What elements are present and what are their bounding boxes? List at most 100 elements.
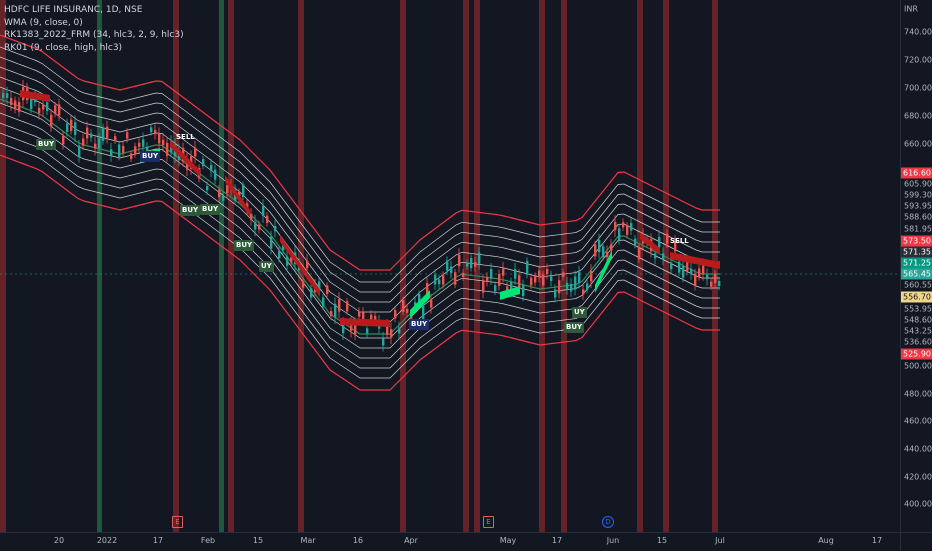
candle-body (194, 147, 197, 157)
candle-body (438, 279, 441, 285)
green-highlight-bar (97, 0, 102, 532)
candle-body (74, 122, 77, 135)
earnings-marker[interactable]: E (483, 516, 494, 528)
candle-body (530, 277, 533, 286)
candle-body (146, 146, 149, 154)
time-tick-label: Apr (404, 536, 418, 545)
candle-body (134, 146, 137, 155)
candle-body (70, 119, 73, 132)
buy-signal: BUY (234, 240, 255, 251)
candle-body (370, 314, 373, 321)
price-tick-label: 740.00 (904, 27, 932, 37)
candle-body (466, 262, 469, 267)
candle-body (382, 337, 385, 346)
buy-signal: UY (572, 307, 587, 318)
candle-body (274, 225, 277, 232)
time-tick-label: May (499, 536, 517, 545)
candle-body (130, 153, 133, 160)
candle-body (690, 268, 693, 274)
rk1383-legend[interactable]: RK1383_2022_FRM (34, hlc3, 2, 9, hlc3) (4, 30, 184, 40)
candle-body (426, 283, 429, 297)
candle-body (398, 327, 401, 334)
band-price-label: 553.95 (904, 304, 932, 314)
candle-body (94, 143, 97, 149)
wma-legend[interactable]: WMA (9, close, 0) (4, 17, 83, 28)
candle-body (626, 224, 629, 235)
candle-body (422, 305, 425, 320)
candle-body (430, 299, 433, 308)
chart-pane[interactable]: HDFC LIFE INSURANC, 1D, NSE WMA (9, clos… (0, 0, 900, 532)
band-price-label: 588.60 (904, 212, 932, 222)
band-price-label: 605.90 (904, 179, 932, 189)
candle-body (654, 253, 657, 259)
candle-body (674, 240, 677, 252)
inner-band-line (0, 46, 720, 283)
candle-body (142, 139, 145, 147)
candle-body (698, 268, 701, 277)
candle-body (582, 289, 585, 295)
dividend-marker[interactable]: D (602, 516, 614, 528)
price-axis[interactable]: INR 740.00 720.00 700.00 680.00 660.00 500.00… (900, 0, 932, 532)
candle-body (66, 123, 69, 132)
candle-body (278, 250, 281, 259)
candle-body (470, 257, 473, 269)
band-price-label: 593.95 (904, 201, 932, 211)
candle-body (666, 233, 669, 244)
sell-ribbon (225, 175, 250, 217)
time-tick-label: 20 (53, 536, 65, 545)
time-tick-label: Jul (715, 536, 725, 545)
candle-body (462, 272, 465, 277)
chart-canvas[interactable] (0, 0, 900, 532)
price-tick-label: 460.00 (904, 416, 932, 426)
candle-body (610, 244, 613, 251)
candle-body (598, 240, 601, 253)
candle-body (166, 142, 169, 156)
candle-body (14, 100, 17, 110)
time-tick-label: 17 (871, 536, 883, 545)
time-tick-label: 2022 (96, 536, 118, 545)
candle-body (258, 224, 261, 230)
axis-corner[interactable] (900, 532, 932, 551)
candle-body (434, 274, 437, 285)
candle-body (302, 281, 305, 288)
candle-body (498, 273, 501, 286)
candle-body (78, 145, 81, 158)
candle-body (10, 98, 13, 105)
candle-body (406, 308, 409, 313)
candle-body (86, 127, 89, 139)
time-axis[interactable]: 20 2022 17 Feb 15 Mar 16 Apr May 17 Jun 15 Jul Aug 17 (0, 532, 900, 551)
candle-body (286, 256, 289, 266)
candle-body (450, 266, 453, 273)
candle-body (2, 92, 5, 99)
price-tick-label: 660.00 (904, 139, 932, 149)
inner-band-line (0, 76, 720, 313)
buy-signal: BUY (200, 204, 221, 215)
inner-band-line (0, 142, 720, 379)
candle-body (206, 186, 209, 191)
candle-body (338, 299, 341, 312)
candle-body (706, 274, 709, 280)
time-tick-label: 17 (551, 536, 563, 545)
candle-body (718, 281, 721, 286)
time-tick-label: Jun (606, 536, 620, 545)
indicator-legend: HDFC LIFE INSURANC, 1D, NSE WMA (9, clos… (4, 4, 184, 54)
candle-body (118, 144, 121, 157)
symbol-title[interactable]: HDFC LIFE INSURANC, 1D, NSE (4, 5, 143, 15)
rk01-legend[interactable]: RK01 (9, close, high, hlc3) (4, 42, 123, 53)
inner-band-line (0, 66, 720, 303)
candle-body (622, 222, 625, 228)
candle-body (614, 221, 617, 231)
candle-body (502, 268, 505, 276)
candle-body (694, 273, 697, 286)
candle-body (418, 294, 421, 306)
inner-band-line (0, 122, 720, 359)
buy-signal: BUY (140, 151, 161, 162)
candle-body (570, 283, 573, 292)
time-tick-label: Feb (200, 536, 216, 545)
red-highlight-bar (474, 0, 480, 532)
sell-ribbon (670, 252, 720, 269)
earnings-marker[interactable]: E (172, 516, 183, 528)
buy-ribbon (410, 290, 430, 318)
candle-body (658, 237, 661, 248)
candle-body (414, 302, 417, 307)
